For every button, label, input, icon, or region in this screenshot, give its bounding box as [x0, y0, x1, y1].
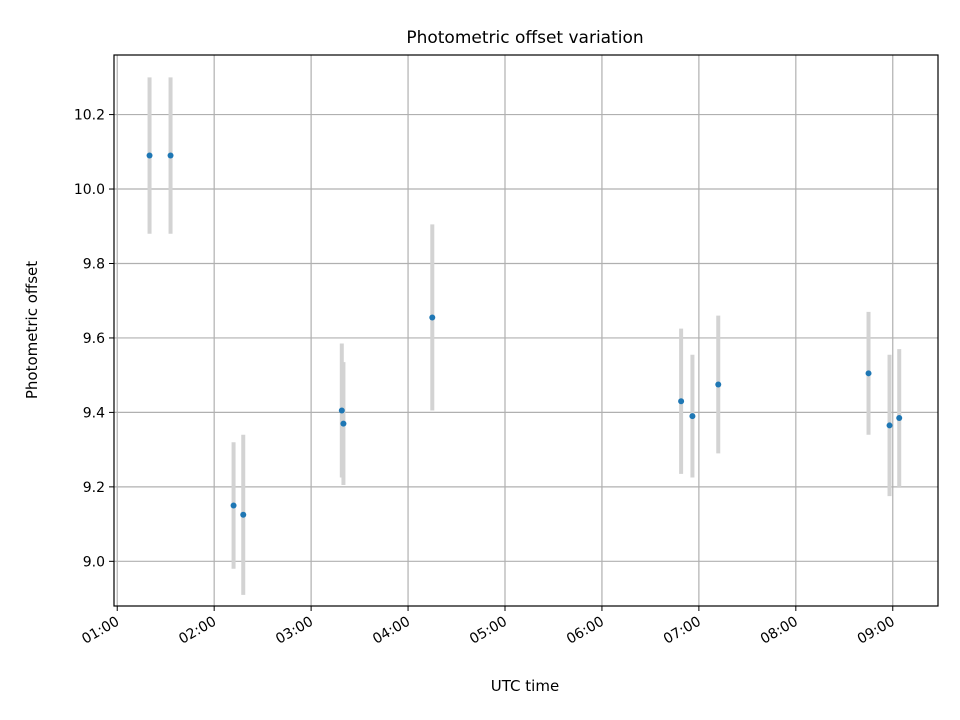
- data-points: [146, 152, 903, 518]
- grid: [114, 55, 938, 606]
- data-point: [896, 414, 903, 421]
- plot-frame: [113, 54, 939, 607]
- y-tick-label: 10.0: [74, 182, 105, 198]
- data-point: [689, 413, 696, 420]
- x-tick-label: 05:00: [467, 614, 510, 648]
- x-tick-label: 02:00: [176, 614, 219, 648]
- x-tick-label: 03:00: [273, 614, 316, 648]
- data-point: [429, 314, 436, 321]
- data-point: [886, 422, 893, 429]
- y-tick-label: 9.8: [83, 256, 105, 272]
- data-point: [715, 381, 722, 388]
- y-tick-label: 9.4: [83, 405, 105, 421]
- y-tick-label: 9.2: [83, 480, 105, 496]
- data-point: [167, 152, 174, 159]
- data-point: [678, 398, 685, 405]
- y-tick-label: 9.0: [83, 554, 105, 570]
- y-axis-ticks: 9.0 9.2 9.4 9.6 9.8 10.0 10.2: [74, 108, 114, 570]
- x-tick-label: 07:00: [661, 614, 704, 648]
- data-point: [230, 502, 237, 509]
- y-tick-label: 9.6: [83, 331, 105, 347]
- error-bars: [147, 77, 902, 595]
- y-axis-label: Photometric offset: [23, 261, 41, 399]
- x-axis-label: UTC time: [491, 677, 559, 695]
- x-tick-label: 04:00: [370, 614, 413, 648]
- data-point: [865, 370, 872, 377]
- data-point: [340, 420, 347, 427]
- chart-title: Photometric offset variation: [406, 28, 643, 48]
- x-tick-label: 09:00: [855, 614, 898, 648]
- data-point: [338, 407, 345, 414]
- x-tick-label: 01:00: [79, 614, 122, 648]
- x-tick-label: 08:00: [758, 614, 801, 648]
- x-tick-label: 06:00: [564, 614, 607, 648]
- data-point: [146, 152, 153, 159]
- data-point: [240, 511, 247, 518]
- x-axis-ticks: 01:00 02:00 03:00 04:00 05:00 06:00 07:00 08:00…: [79, 606, 898, 648]
- y-tick-label: 10.2: [74, 108, 105, 124]
